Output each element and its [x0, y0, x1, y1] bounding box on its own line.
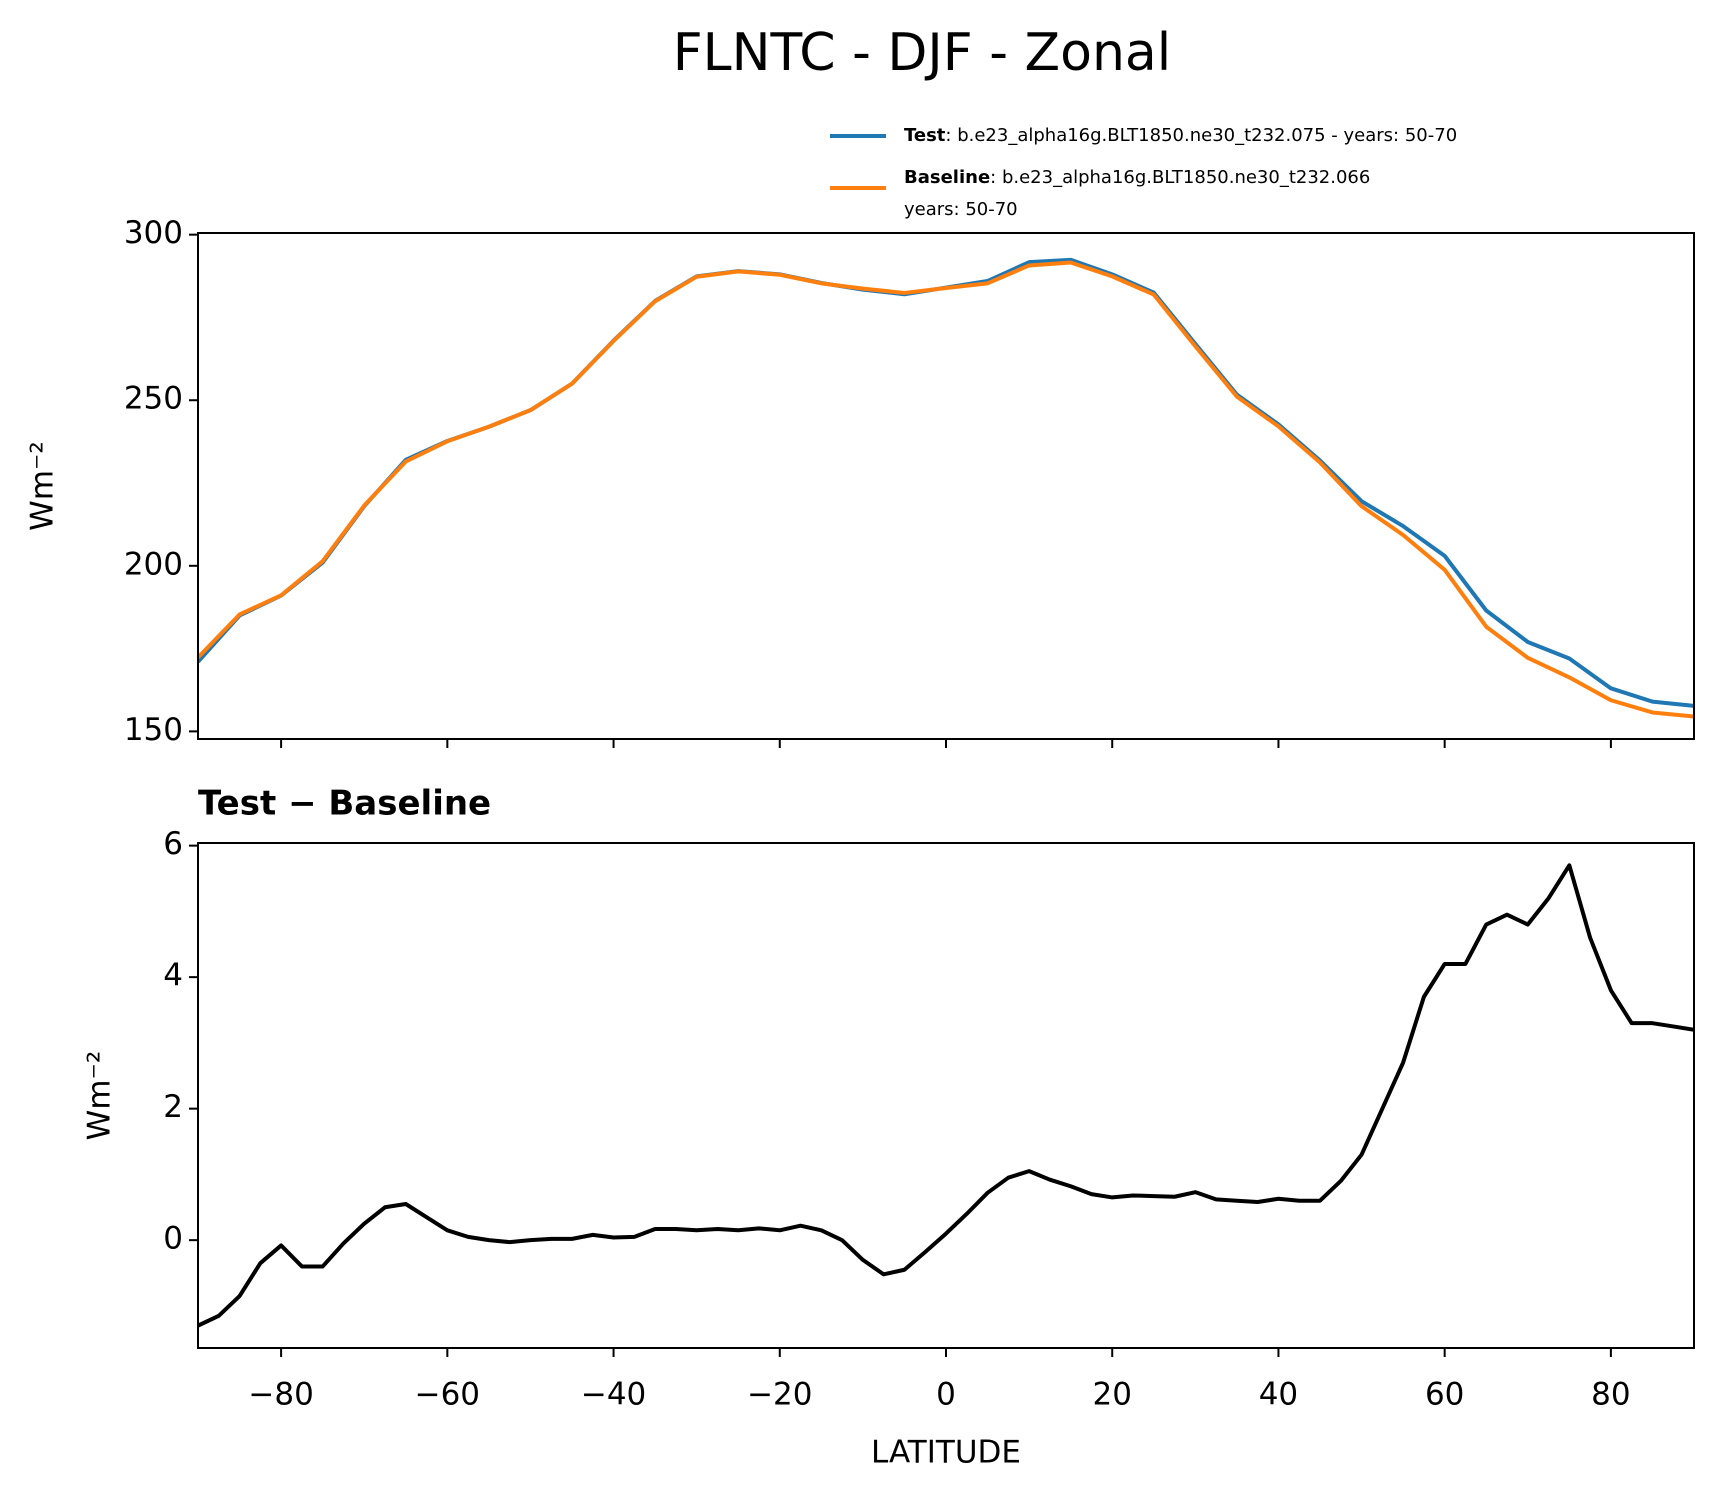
x-tick-label: 80: [1591, 1377, 1630, 1413]
x-tick-label: 0: [936, 1377, 956, 1413]
subplot-title: Test − Baseline: [198, 784, 491, 824]
y-tick-label: 200: [124, 546, 183, 582]
axes-frame: [197, 842, 1695, 1349]
data-line: [198, 260, 1694, 719]
legend-desc: : b.e23_alpha16g.BLT1850.ne30_t232.075 -…: [945, 125, 1457, 146]
legend-name: Baseline: [904, 167, 990, 188]
legend-text: years: 50-70: [904, 199, 1018, 220]
y-axis-label: Wm⁻²: [25, 441, 61, 531]
y-tick-label: 250: [124, 381, 183, 417]
legend-text: Test: b.e23_alpha16g.BLT1850.ne30_t232.0…: [904, 125, 1457, 146]
x-tick-label: −40: [581, 1377, 646, 1413]
x-tick-label: −60: [415, 1377, 480, 1413]
legend-text: Baseline: b.e23_alpha16g.BLT1850.ne30_t2…: [904, 167, 1370, 188]
y-tick-label: 300: [124, 215, 183, 251]
y-tick-label: 150: [124, 712, 183, 748]
x-tick-label: 60: [1425, 1377, 1464, 1413]
data-line: [198, 257, 1694, 708]
data-line: [198, 863, 1694, 1328]
x-tick-label: 20: [1092, 1377, 1131, 1413]
x-tick-label: −80: [248, 1377, 313, 1413]
y-tick-label: 0: [163, 1221, 183, 1257]
y-axis-label: Wm⁻²: [82, 1051, 118, 1141]
legend-name: Test: [904, 125, 946, 146]
chart-title: FLNTC - DJF - Zonal: [673, 23, 1171, 83]
x-tick-label: −20: [747, 1377, 812, 1413]
y-tick-label: 2: [163, 1089, 183, 1125]
axes-frame: [197, 232, 1695, 740]
x-tick-label: 40: [1259, 1377, 1298, 1413]
y-tick-label: 6: [163, 826, 183, 862]
legend-desc: years: 50-70: [904, 199, 1018, 220]
legend-desc: : b.e23_alpha16g.BLT1850.ne30_t232.066: [990, 167, 1370, 188]
x-axis-label: LATITUDE: [871, 1435, 1021, 1471]
y-tick-label: 4: [163, 958, 183, 994]
